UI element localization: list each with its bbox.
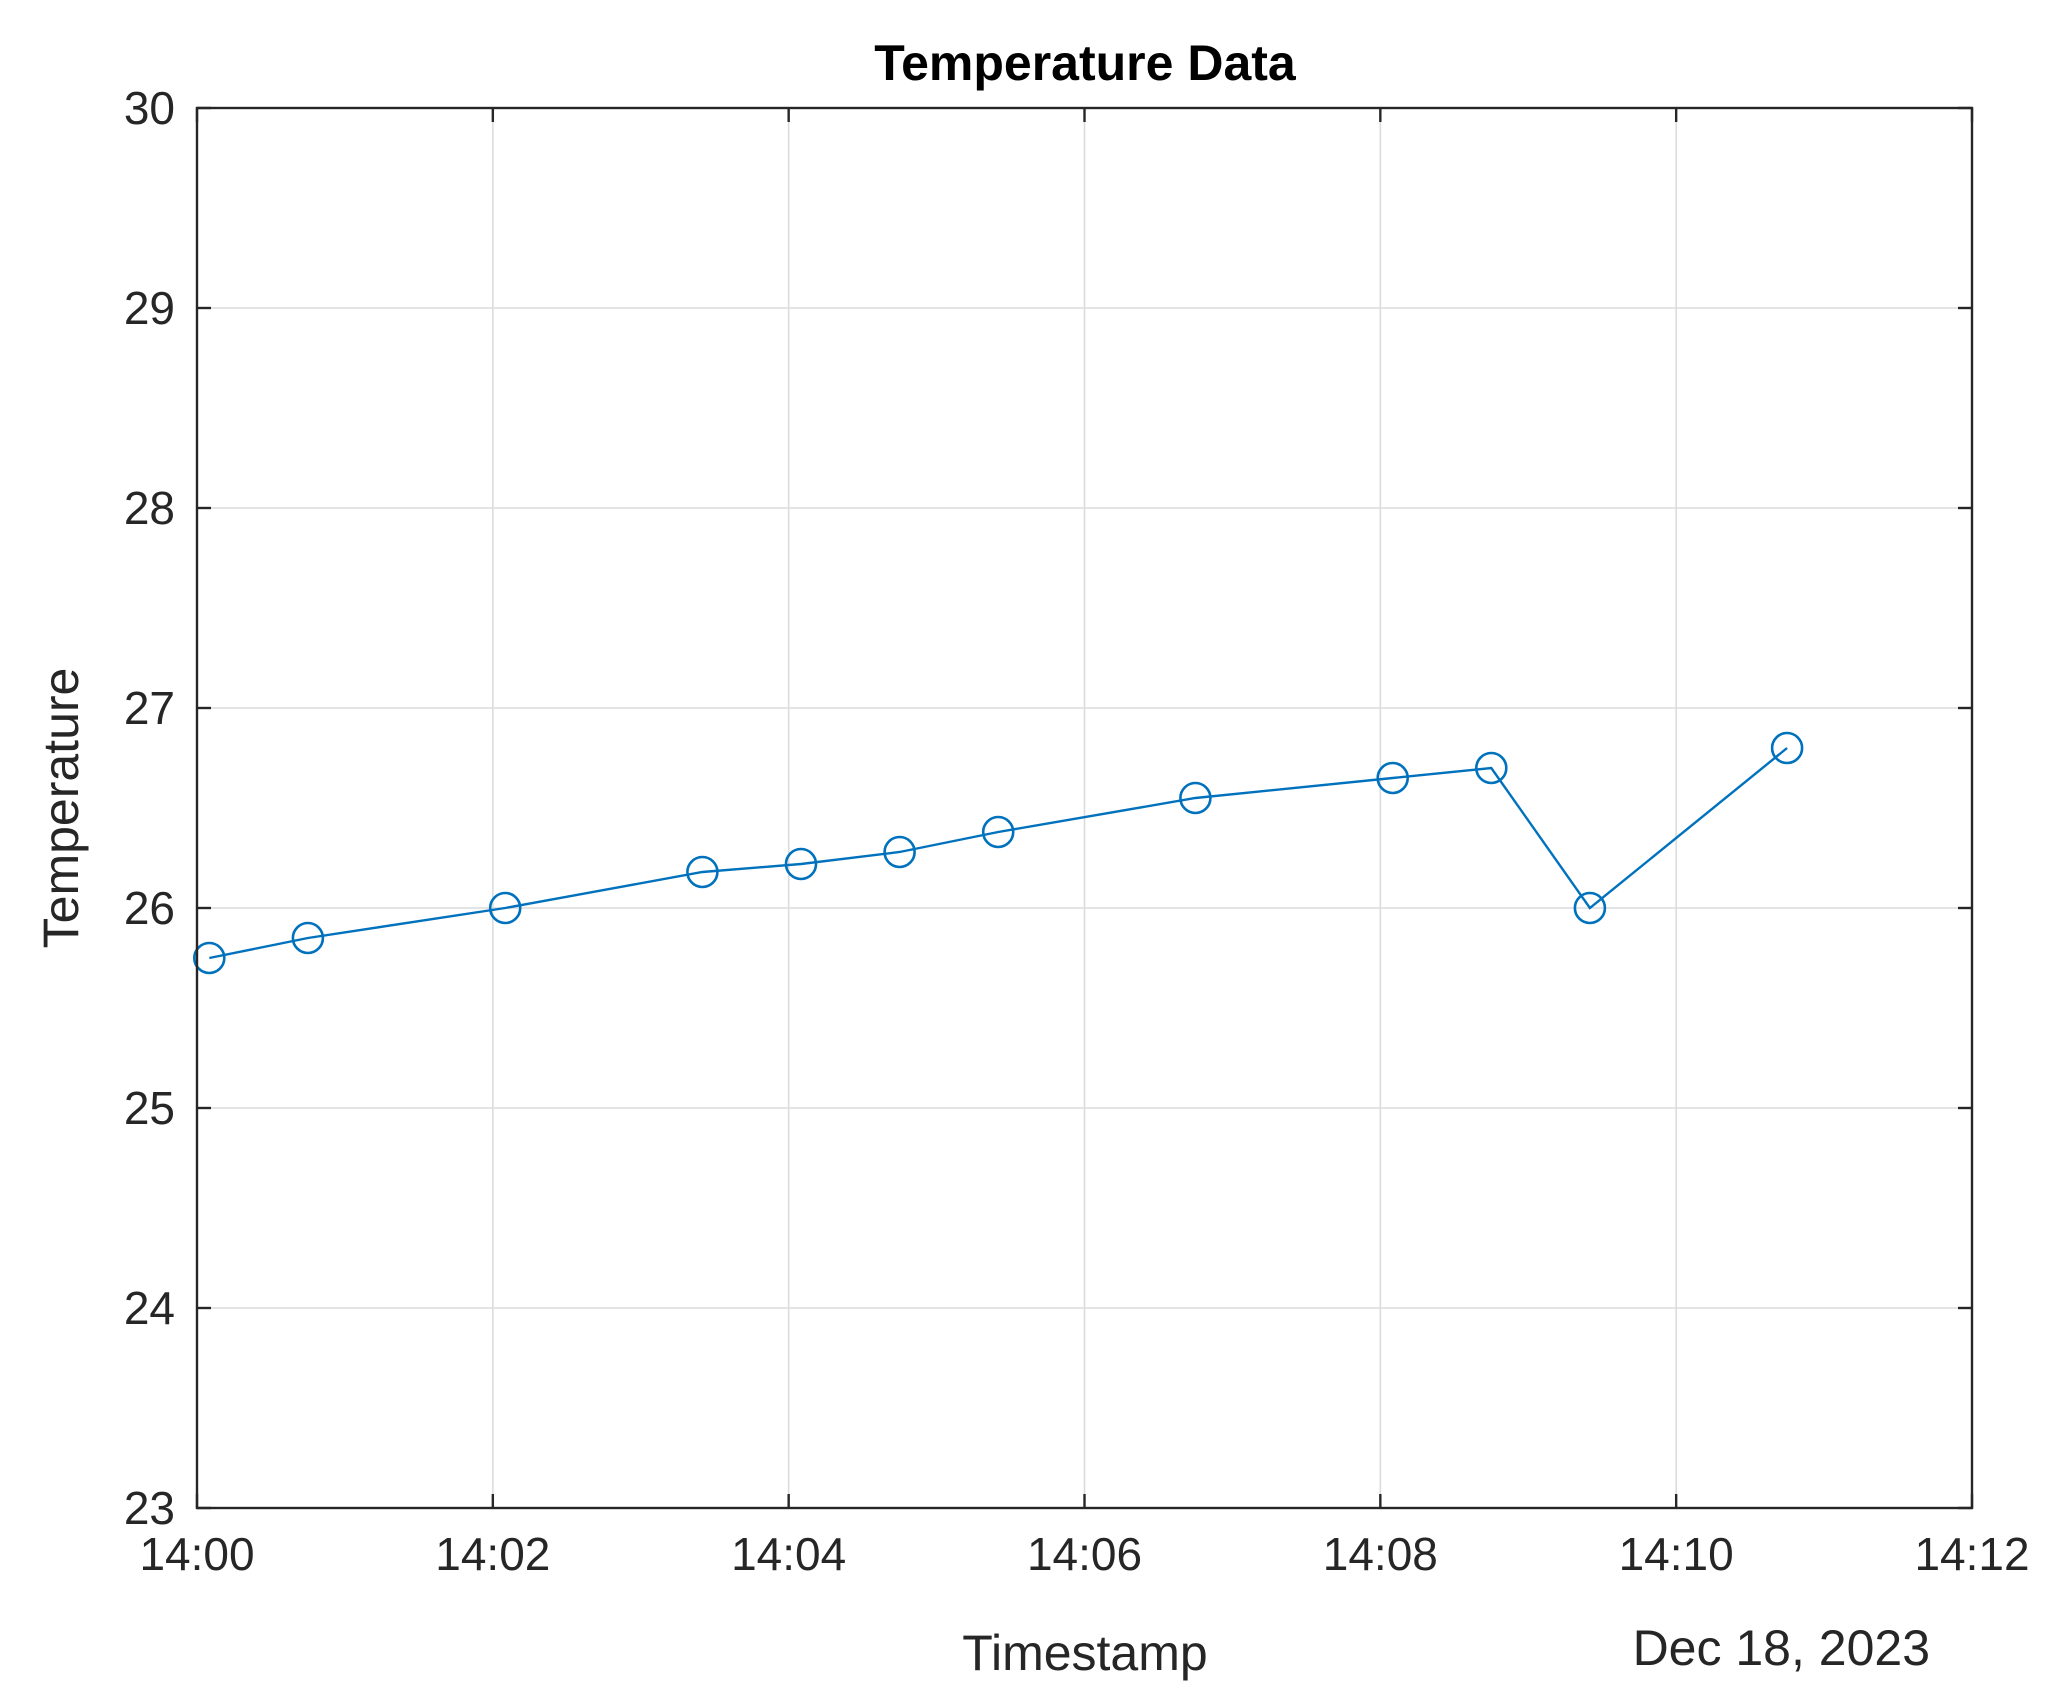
y-tick-label: 23: [124, 1482, 175, 1534]
x-tick-label: 14:08: [1323, 1528, 1438, 1580]
y-tick-label: 29: [124, 282, 175, 334]
y-tick-label: 27: [124, 682, 175, 734]
data-point-marker: [784, 847, 818, 881]
y-tick-label: 28: [124, 482, 175, 534]
data-point-marker: [1376, 761, 1409, 795]
chart-title: Temperature Data: [874, 35, 1297, 91]
date-label: Dec 18, 2023: [1633, 1620, 1930, 1676]
grid: [196, 107, 1973, 1509]
data-point-marker: [883, 835, 916, 869]
series-line: [209, 747, 1788, 960]
x-tick-label: 14:04: [731, 1528, 846, 1580]
data-point-marker: [1475, 751, 1508, 785]
data-point-marker: [488, 891, 522, 925]
data-series: [193, 731, 1804, 975]
data-point-marker: [1573, 891, 1607, 925]
x-tick-label: 14:02: [435, 1528, 550, 1580]
y-axis-label: Temperature: [33, 668, 89, 949]
data-point-marker: [686, 855, 719, 889]
data-point-marker: [193, 941, 226, 975]
y-tick-label: 26: [124, 882, 175, 934]
y-tick-label: 30: [124, 82, 175, 134]
axis-ticks: [195, 106, 1974, 1510]
data-point-marker: [1770, 731, 1804, 765]
x-tick-label: 14:12: [1914, 1528, 2029, 1580]
x-axis-label: Timestamp: [962, 1625, 1207, 1681]
data-point-marker: [981, 815, 1015, 849]
data-point-marker: [1179, 781, 1212, 815]
x-tick-label: 14:06: [1027, 1528, 1142, 1580]
data-point-marker: [291, 921, 325, 955]
x-tick-label: 14:10: [1619, 1528, 1734, 1580]
y-tick-label: 25: [124, 1082, 175, 1134]
x-tick-label: 14:00: [139, 1528, 254, 1580]
y-tick-label: 24: [124, 1282, 175, 1334]
